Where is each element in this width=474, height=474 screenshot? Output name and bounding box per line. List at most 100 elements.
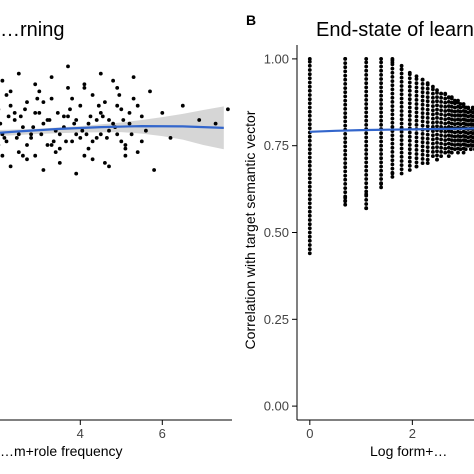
data-point xyxy=(456,98,460,103)
data-point xyxy=(21,125,25,129)
data-point xyxy=(456,150,460,155)
data-point xyxy=(453,130,457,135)
data-point xyxy=(115,103,120,108)
data-point xyxy=(425,136,430,141)
data-point xyxy=(307,247,312,252)
data-point xyxy=(420,144,425,149)
data-point xyxy=(446,108,451,113)
data-point xyxy=(399,163,404,168)
data-point xyxy=(379,102,383,106)
data-point xyxy=(135,150,140,155)
data-point xyxy=(435,99,439,104)
panel-a-x-axis-label: …m+role frequency xyxy=(0,443,123,459)
data-point xyxy=(0,78,5,83)
data-point xyxy=(439,104,443,108)
data-point xyxy=(458,105,463,110)
data-point xyxy=(407,97,412,102)
data-point xyxy=(414,114,419,119)
data-point xyxy=(307,93,312,97)
data-point xyxy=(364,93,369,98)
data-point xyxy=(343,202,348,207)
data-point xyxy=(439,129,443,134)
data-point xyxy=(343,173,348,178)
data-point xyxy=(414,160,419,165)
data-point xyxy=(343,123,348,128)
data-point xyxy=(70,139,74,144)
data-point xyxy=(364,98,369,102)
data-point xyxy=(420,157,425,161)
data-point xyxy=(435,107,439,112)
data-point xyxy=(49,143,54,147)
data-point xyxy=(390,75,395,79)
data-point xyxy=(414,164,419,169)
data-point xyxy=(41,100,46,104)
data-point xyxy=(446,137,451,142)
data-point xyxy=(343,69,348,74)
data-point xyxy=(443,121,448,126)
data-point xyxy=(57,146,62,151)
data-point xyxy=(364,114,369,119)
data-point xyxy=(446,150,451,154)
data-point xyxy=(399,109,404,113)
data-point xyxy=(399,79,404,84)
data-point xyxy=(453,113,457,118)
data-point xyxy=(453,118,457,122)
data-point xyxy=(78,136,83,140)
data-point xyxy=(425,116,430,120)
data-point xyxy=(379,173,383,177)
data-point xyxy=(66,114,70,119)
data-point xyxy=(307,213,312,218)
data-point xyxy=(407,105,412,110)
data-point xyxy=(390,60,395,65)
data-point xyxy=(379,182,383,186)
data-point xyxy=(307,101,312,106)
data-point xyxy=(103,161,107,165)
data-point xyxy=(390,137,395,142)
data-point xyxy=(307,251,312,256)
data-point xyxy=(425,153,430,158)
data-point xyxy=(364,85,369,90)
data-point xyxy=(399,100,404,105)
data-point xyxy=(431,154,435,159)
panel-b-letter: B xyxy=(246,12,256,28)
data-point xyxy=(364,68,369,73)
data-point xyxy=(399,138,404,143)
data-point xyxy=(307,134,312,139)
data-point xyxy=(439,154,443,159)
data-point xyxy=(439,100,443,104)
data-point xyxy=(343,186,348,191)
data-point xyxy=(425,157,430,162)
data-point xyxy=(439,141,443,146)
data-point xyxy=(80,128,85,133)
data-point xyxy=(364,168,369,173)
data-point xyxy=(307,72,312,77)
data-point xyxy=(435,153,439,158)
data-point xyxy=(307,218,312,222)
data-point xyxy=(90,93,95,97)
data-point xyxy=(449,129,454,134)
data-point xyxy=(390,83,395,88)
data-point xyxy=(364,173,369,177)
data-point xyxy=(390,91,395,96)
data-point xyxy=(449,95,454,99)
data-point xyxy=(364,148,369,152)
data-point xyxy=(57,161,62,165)
smooth-line xyxy=(309,127,474,133)
data-point xyxy=(160,111,165,115)
data-point xyxy=(420,107,425,111)
data-point xyxy=(435,116,439,120)
data-point xyxy=(123,143,128,147)
data-point xyxy=(435,157,439,162)
data-point xyxy=(364,60,369,65)
data-point xyxy=(307,159,312,164)
data-point xyxy=(343,82,348,86)
data-point xyxy=(414,98,419,102)
data-point xyxy=(435,111,439,116)
data-point xyxy=(425,161,430,166)
data-point xyxy=(446,145,451,150)
data-point xyxy=(343,73,348,78)
y-tick-label: 1.00 xyxy=(264,51,289,66)
data-point xyxy=(399,159,404,163)
data-point xyxy=(139,139,144,144)
data-point xyxy=(53,150,58,155)
